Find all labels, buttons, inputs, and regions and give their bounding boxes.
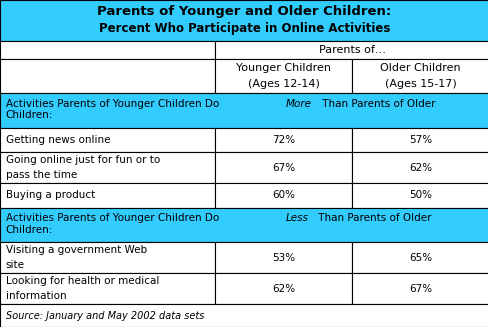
Text: 60%: 60%	[271, 190, 295, 200]
Text: Activities Parents of Younger Children Do: Activities Parents of Younger Children D…	[6, 99, 222, 109]
Bar	[0, 183, 215, 208]
Text: Going online just for fun or to: Going online just for fun or to	[6, 155, 160, 165]
Text: site: site	[6, 260, 25, 270]
Bar	[351, 242, 488, 273]
Text: Than Parents of Older: Than Parents of Older	[318, 99, 434, 109]
Bar	[0, 59, 215, 93]
Bar	[0, 273, 215, 304]
Text: Getting news online: Getting news online	[6, 135, 110, 145]
Text: Than Parents of Older: Than Parents of Older	[314, 214, 430, 223]
Bar	[0, 208, 488, 242]
Bar	[0, 152, 215, 183]
Text: Visiting a government Web: Visiting a government Web	[6, 245, 147, 255]
Text: 67%: 67%	[271, 163, 295, 173]
Text: Percent Who Participate in Online Activities: Percent Who Participate in Online Activi…	[99, 22, 389, 35]
Bar	[215, 273, 351, 304]
Bar	[351, 152, 488, 183]
Bar	[0, 0, 488, 41]
Text: information: information	[6, 291, 66, 301]
Bar	[351, 183, 488, 208]
Text: 72%: 72%	[271, 135, 295, 145]
Text: (Ages 12-14): (Ages 12-14)	[247, 79, 319, 89]
Text: 65%: 65%	[408, 252, 431, 263]
Bar	[0, 242, 215, 273]
Bar	[0, 128, 215, 152]
Bar	[0, 41, 215, 59]
Text: (Ages 15-17): (Ages 15-17)	[384, 79, 455, 89]
Text: Parents of Younger and Older Children:: Parents of Younger and Older Children:	[97, 5, 391, 18]
Bar	[215, 152, 351, 183]
Bar	[0, 93, 488, 128]
Bar	[215, 59, 351, 93]
Text: More: More	[285, 99, 310, 109]
Text: Older Children: Older Children	[380, 63, 460, 73]
Text: pass the time: pass the time	[6, 170, 77, 180]
Text: Looking for health or medical: Looking for health or medical	[6, 276, 159, 286]
Bar	[0, 304, 488, 327]
Text: Buying a product: Buying a product	[6, 190, 95, 200]
Bar	[351, 273, 488, 304]
Bar	[351, 59, 488, 93]
Text: Children:: Children:	[6, 225, 53, 235]
Text: Activities Parents of Younger Children Do: Activities Parents of Younger Children D…	[6, 214, 222, 223]
Text: 50%: 50%	[408, 190, 431, 200]
Bar	[215, 41, 488, 59]
Bar	[215, 183, 351, 208]
Text: Younger Children: Younger Children	[236, 63, 330, 73]
Text: Source: January and May 2002 data sets: Source: January and May 2002 data sets	[6, 311, 204, 320]
Text: Parents of…: Parents of…	[318, 45, 385, 55]
Bar	[215, 242, 351, 273]
Text: 62%: 62%	[408, 163, 431, 173]
Text: 62%: 62%	[271, 284, 295, 294]
Text: 57%: 57%	[408, 135, 431, 145]
Text: Children:: Children:	[6, 111, 53, 120]
Text: 67%: 67%	[408, 284, 431, 294]
Bar	[351, 128, 488, 152]
Bar	[215, 128, 351, 152]
Text: 53%: 53%	[271, 252, 295, 263]
Text: Less: Less	[285, 214, 307, 223]
